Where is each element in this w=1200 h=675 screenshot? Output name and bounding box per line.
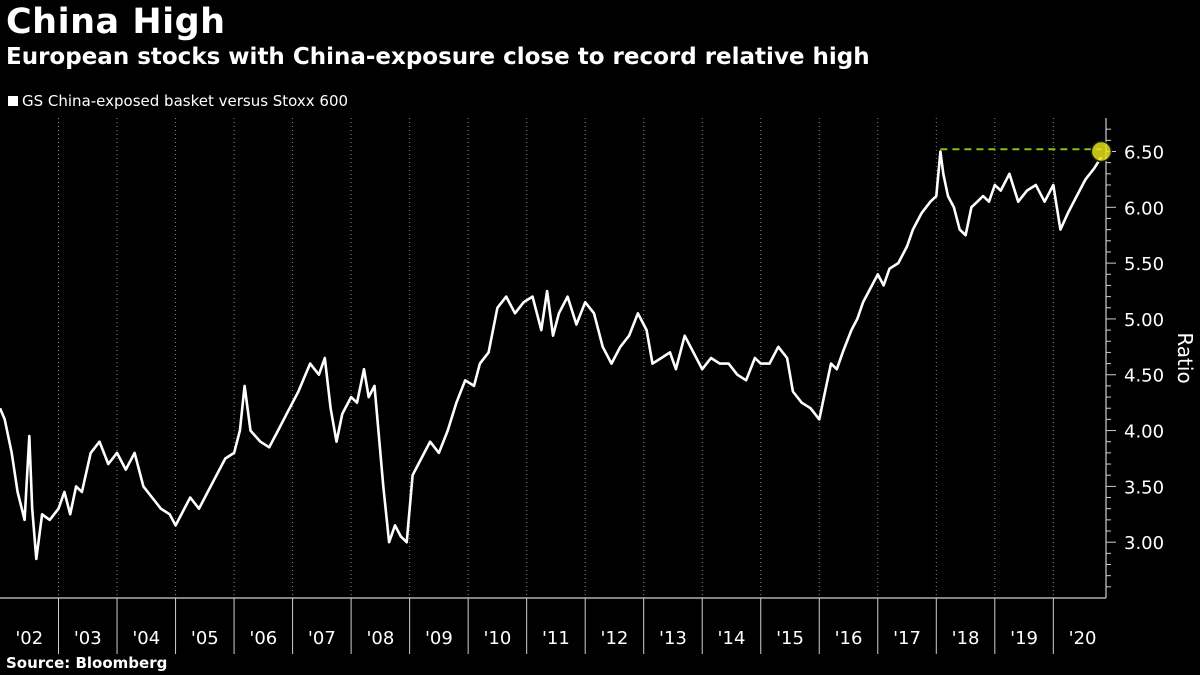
annotation-layer — [940, 140, 1113, 163]
x-axis: '02 '03 '04 '05 '06 '07 '08 '09 '10 '11 '12 '13 '14 '… — [0, 597, 1106, 654]
y-tick-label: 4.50 — [1124, 366, 1164, 387]
gridlines — [58, 118, 1054, 598]
x-tick-label: '03 — [74, 628, 102, 649]
record-high-marker — [1090, 140, 1113, 163]
x-tick-label: '15 — [776, 628, 804, 649]
x-tick-label: '18 — [952, 628, 980, 649]
y-axis-label: Ratio — [1173, 332, 1197, 383]
x-tick-label: '20 — [1069, 628, 1097, 649]
legend-label: GS China-exposed basket versus Stoxx 600 — [22, 92, 349, 110]
x-tick-label: '02 — [15, 628, 43, 649]
x-tick-label: '05 — [191, 628, 219, 649]
x-tick-label: '08 — [366, 628, 394, 649]
x-tick-label: '13 — [659, 628, 687, 649]
x-tick-label: '12 — [601, 628, 629, 649]
y-tick-label: 6.50 — [1124, 142, 1164, 163]
x-tick-label: '16 — [835, 628, 863, 649]
y-tick-label: 3.00 — [1124, 533, 1164, 554]
x-tick-label: '09 — [425, 628, 453, 649]
x-tick-label: '14 — [718, 628, 746, 649]
source-note: Source: Bloomberg — [6, 654, 168, 672]
series-line — [0, 150, 1103, 561]
legend: GS China-exposed basket versus Stoxx 600 — [8, 92, 348, 110]
series-layer — [0, 150, 1103, 561]
y-axis: 3.00 3.50 4.00 4.50 5.00 5.50 6.00 6.50 — [1105, 118, 1164, 598]
x-tick-label: '04 — [132, 628, 160, 649]
y-tick-label: 3.50 — [1124, 477, 1164, 498]
chart-title: China High — [6, 2, 226, 42]
x-tick-label: '17 — [893, 628, 921, 649]
x-tick-label: '10 — [483, 628, 511, 649]
x-tick-label: '11 — [542, 628, 570, 649]
legend-swatch — [8, 96, 18, 106]
x-tick-label: '07 — [308, 628, 336, 649]
chart-subtitle: European stocks with China-exposure clos… — [6, 44, 870, 70]
y-tick-label: 5.50 — [1124, 254, 1164, 275]
y-tick-label: 6.00 — [1124, 198, 1164, 219]
y-tick-label: 4.00 — [1124, 422, 1164, 443]
x-tick-label: '19 — [1010, 628, 1038, 649]
x-tick-label: '06 — [249, 628, 277, 649]
y-tick-label: 5.00 — [1124, 310, 1164, 331]
